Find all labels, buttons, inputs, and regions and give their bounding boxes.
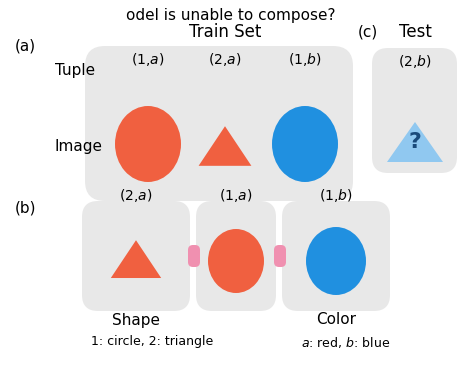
Text: (1,$a$): (1,$a$) — [131, 52, 164, 68]
Text: Test: Test — [399, 23, 432, 41]
Text: (1,$a$): (1,$a$) — [219, 187, 253, 205]
Text: 1: circle, 2: triangle: 1: circle, 2: triangle — [91, 336, 213, 348]
FancyBboxPatch shape — [274, 245, 286, 267]
Text: (2,$b$): (2,$b$) — [398, 52, 432, 70]
FancyBboxPatch shape — [188, 245, 200, 267]
Text: (c): (c) — [358, 25, 378, 40]
Ellipse shape — [115, 106, 181, 182]
Text: (2,$a$): (2,$a$) — [208, 52, 242, 68]
Text: Image: Image — [55, 138, 103, 153]
Ellipse shape — [208, 229, 264, 293]
Text: Color: Color — [316, 313, 356, 328]
Ellipse shape — [272, 106, 338, 182]
Text: (b): (b) — [15, 201, 36, 216]
Text: (2,$a$): (2,$a$) — [119, 187, 152, 205]
Text: (1,$b$): (1,$b$) — [288, 52, 322, 68]
Ellipse shape — [306, 227, 366, 295]
FancyBboxPatch shape — [282, 201, 390, 311]
Polygon shape — [111, 240, 161, 278]
FancyBboxPatch shape — [85, 46, 353, 201]
FancyBboxPatch shape — [372, 48, 457, 173]
Text: (a): (a) — [15, 38, 36, 53]
Text: Shape: Shape — [112, 313, 160, 328]
Text: ?: ? — [408, 132, 421, 152]
Polygon shape — [199, 126, 251, 166]
Text: $a$: red, $b$: blue: $a$: red, $b$: blue — [301, 335, 390, 350]
Text: odel is unable to compose?: odel is unable to compose? — [126, 8, 336, 23]
FancyBboxPatch shape — [82, 201, 190, 311]
Text: Train Set: Train Set — [189, 23, 261, 41]
FancyBboxPatch shape — [196, 201, 276, 311]
Polygon shape — [387, 122, 443, 162]
Text: Tuple: Tuple — [55, 63, 95, 78]
Text: (1,$b$): (1,$b$) — [319, 187, 353, 205]
